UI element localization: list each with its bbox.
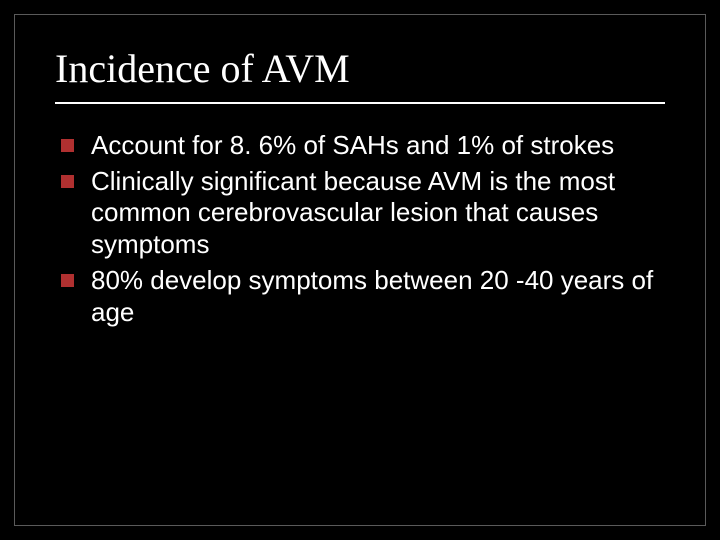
bullet-list: Account for 8. 6% of SAHs and 1% of stro…	[55, 130, 665, 328]
list-item: Clinically significant because AVM is th…	[59, 166, 661, 261]
list-item: 80% develop symptoms between 20 -40 year…	[59, 265, 661, 328]
list-item: Account for 8. 6% of SAHs and 1% of stro…	[59, 130, 661, 162]
slide-frame: Incidence of AVM Account for 8. 6% of SA…	[14, 14, 706, 526]
slide-title: Incidence of AVM	[55, 45, 665, 104]
